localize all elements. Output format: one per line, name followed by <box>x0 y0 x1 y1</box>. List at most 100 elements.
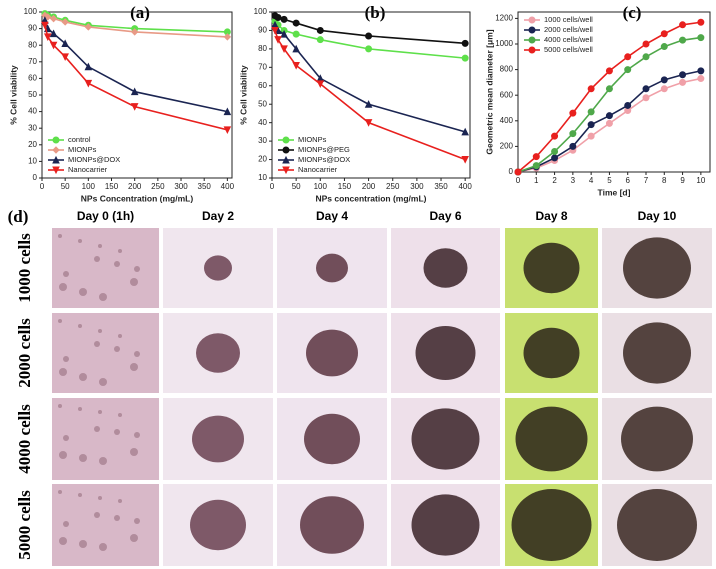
data-point <box>61 53 69 61</box>
data-point <box>679 21 687 29</box>
y-tick-label: 20 <box>28 140 37 149</box>
y-axis-label: % Cell viability <box>238 65 248 125</box>
y-tick-label: 800 <box>500 65 514 74</box>
cell <box>99 543 107 551</box>
data-point <box>551 132 559 140</box>
cell <box>99 457 107 465</box>
data-point <box>49 29 58 38</box>
spheroid <box>411 494 480 556</box>
legend-label: MIONPs@DOX <box>68 155 120 164</box>
data-point <box>605 119 613 127</box>
cell <box>63 521 69 527</box>
spheroid <box>523 242 580 294</box>
spheroid <box>411 408 480 470</box>
column-label: Day 0 (1h) <box>77 209 134 223</box>
x-tick-label: 9 <box>680 176 685 185</box>
data-point <box>624 66 632 74</box>
legend-label: 5000 cells/well <box>544 45 593 54</box>
data-point <box>551 148 559 156</box>
plot-frame <box>517 11 711 173</box>
data-point <box>697 75 705 83</box>
cell <box>58 319 62 323</box>
x-tick-label: 100 <box>314 182 328 191</box>
cell <box>118 334 122 338</box>
cell <box>94 512 100 518</box>
x-tick-label: 200 <box>362 182 376 191</box>
data-point <box>280 45 288 54</box>
x-tick-label: 150 <box>105 182 119 191</box>
data-point <box>84 23 93 31</box>
column-label: Day 2 <box>202 209 234 223</box>
y-tick-label: 100 <box>24 7 38 16</box>
data-point <box>49 14 58 23</box>
panel-label: (d) <box>8 207 29 226</box>
data-point <box>61 39 69 48</box>
cell <box>94 426 100 432</box>
y-tick-label: 20 <box>258 155 267 164</box>
spheroid <box>316 253 348 283</box>
data-point <box>84 79 93 88</box>
cell <box>94 341 100 347</box>
data-point <box>316 26 324 34</box>
cell <box>118 249 122 253</box>
y-tick-label: 70 <box>28 57 37 66</box>
data-point <box>461 54 469 62</box>
cell <box>79 373 87 381</box>
y-tick-label: 60 <box>28 74 37 83</box>
legend-marker <box>282 155 290 164</box>
data-point <box>292 30 300 38</box>
y-tick-label: 0 <box>33 173 38 182</box>
data-point <box>569 109 577 117</box>
y-tick-label: 50 <box>28 90 37 99</box>
x-tick-label: 7 <box>644 176 649 185</box>
data-point <box>514 168 522 176</box>
legend-marker <box>52 146 60 154</box>
plot-frame <box>271 11 471 179</box>
x-tick-label: 1 <box>534 176 539 185</box>
data-point <box>280 15 288 23</box>
x-tick-label: 3 <box>571 176 576 185</box>
data-point <box>587 132 595 140</box>
data-point <box>280 30 288 38</box>
legend-marker <box>282 166 290 175</box>
cell <box>78 239 82 243</box>
micrograph <box>52 484 159 566</box>
y-tick-label: 0 <box>509 167 514 176</box>
spheroid <box>415 326 476 380</box>
data-point <box>660 85 668 93</box>
data-point <box>679 71 687 79</box>
data-point <box>569 142 577 150</box>
x-tick-label: 350 <box>434 182 448 191</box>
data-point <box>461 39 469 47</box>
data-point <box>461 156 469 164</box>
cell <box>78 324 82 328</box>
y-axis-label: Geometric mean diameter [μm] <box>484 29 494 154</box>
data-point <box>292 19 300 27</box>
legend-marker <box>528 26 536 34</box>
legend-label: MIONPs@PEG <box>298 145 350 154</box>
column-label: Day 8 <box>535 209 567 223</box>
data-point <box>49 41 58 50</box>
y-tick-label: 100 <box>254 7 268 16</box>
cell <box>99 378 107 386</box>
cell <box>59 368 67 376</box>
cell <box>114 261 120 267</box>
data-point <box>605 85 613 93</box>
x-axis-label: NPs concentration (mg/mL) <box>316 193 427 203</box>
row-label: 4000 cells <box>15 404 34 474</box>
spheroid <box>623 237 691 299</box>
cell <box>134 432 140 438</box>
cell <box>63 435 69 441</box>
cell <box>79 540 87 548</box>
x-tick-label: 300 <box>174 182 188 191</box>
x-tick-label: 50 <box>292 182 301 191</box>
x-tick-label: 200 <box>128 182 142 191</box>
x-tick-label: 4 <box>589 176 594 185</box>
legend-label: 4000 cells/well <box>544 35 593 44</box>
spheroid <box>621 406 693 472</box>
data-point <box>660 30 668 38</box>
y-tick-label: 10 <box>28 157 37 166</box>
spheroid <box>300 496 364 554</box>
legend-label: MIONPs <box>298 135 327 144</box>
legend-marker <box>528 36 536 44</box>
